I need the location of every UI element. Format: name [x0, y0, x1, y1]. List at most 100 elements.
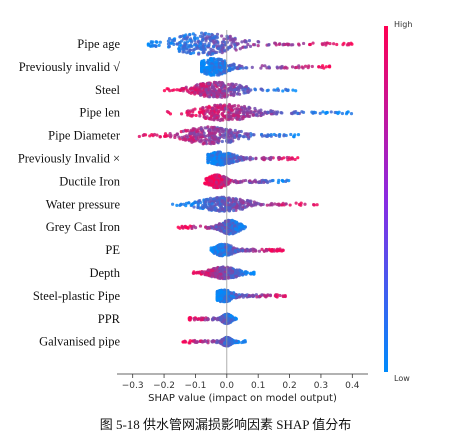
shap-point: [340, 111, 345, 116]
shap-point: [230, 218, 234, 222]
colorbar: High Low: [384, 20, 412, 383]
x-tick-label: 0.4: [345, 381, 360, 391]
shap-point: [256, 39, 260, 44]
shap-point: [219, 107, 223, 111]
feature-points: [187, 312, 238, 326]
shap-point: [197, 270, 201, 275]
shap-point: [222, 89, 227, 93]
shap-point: [301, 66, 305, 70]
shap-point: [225, 36, 229, 40]
shap-point: [218, 118, 222, 123]
shap-point: [234, 206, 238, 210]
shap-point: [228, 135, 232, 139]
shap-point: [215, 297, 219, 301]
shap-point: [238, 156, 243, 160]
shap-point: [200, 39, 204, 43]
shap-point: [192, 205, 196, 209]
shap-point: [223, 106, 227, 111]
shap-point: [208, 95, 212, 99]
shap-point: [281, 294, 285, 298]
shap-point: [226, 275, 231, 279]
shap-point: [202, 109, 206, 114]
shap-point: [229, 271, 233, 275]
shap-point: [202, 204, 206, 208]
shap-point: [210, 249, 215, 254]
shap-point: [213, 65, 217, 69]
shap-point: [222, 37, 226, 41]
shap-point: [238, 64, 242, 68]
shap-point: [193, 37, 197, 41]
feature-label: Previously Invalid ×: [18, 152, 120, 166]
shap-point: [249, 271, 253, 275]
shap-point: [220, 185, 224, 189]
shap-point: [294, 89, 298, 93]
shap-point: [205, 109, 210, 114]
shap-point: [175, 88, 179, 92]
shap-point: [293, 111, 297, 115]
shap-point: [193, 91, 197, 95]
shap-point: [246, 114, 250, 118]
shap-point: [178, 35, 182, 39]
shap-point: [219, 128, 223, 132]
shap-point: [198, 107, 203, 111]
shap-point: [289, 132, 293, 137]
shap-point: [223, 276, 227, 280]
shap-point: [213, 131, 217, 135]
shap-point: [202, 115, 206, 119]
shap-point: [251, 113, 255, 117]
shap-point: [212, 135, 217, 139]
shap-point: [212, 118, 216, 122]
shap-point: [197, 317, 201, 321]
shap-point: [201, 316, 205, 320]
shap-point: [185, 88, 189, 92]
shap-point: [209, 137, 213, 141]
shap-point: [173, 135, 177, 140]
shap-point: [332, 42, 336, 46]
shap-point: [237, 133, 242, 137]
shap-point: [195, 36, 200, 40]
shap-point: [217, 92, 221, 96]
shap-point: [294, 65, 299, 69]
shap-point: [202, 141, 206, 145]
shap-point: [229, 139, 233, 143]
shap-point: [217, 80, 222, 84]
shap-point: [244, 66, 248, 70]
shap-point: [236, 222, 241, 226]
shap-point: [214, 225, 218, 229]
shap-point: [181, 47, 185, 51]
shap-point: [210, 246, 214, 251]
shap-point: [220, 226, 224, 230]
shap-point: [278, 293, 282, 298]
shap-point: [272, 88, 276, 92]
shap-point: [184, 134, 189, 138]
x-axis-label: SHAP value (impact on model output): [148, 393, 337, 404]
shap-point: [322, 66, 326, 70]
shap-point: [227, 103, 231, 107]
shap-point: [277, 42, 281, 47]
shap-point: [216, 47, 220, 51]
shap-point: [253, 106, 257, 111]
shap-point: [226, 87, 231, 91]
shap-point: [219, 272, 223, 276]
shap-point: [166, 39, 171, 43]
shap-point: [245, 198, 250, 203]
shap-point: [211, 45, 216, 49]
shap-point: [166, 42, 171, 46]
shap-point: [213, 113, 217, 117]
shap-point: [215, 70, 219, 74]
shap-point: [188, 87, 192, 91]
shap-point: [237, 88, 241, 93]
shap-point: [206, 70, 210, 74]
shap-point: [291, 88, 295, 92]
shap-point: [229, 198, 233, 202]
shap-point: [190, 202, 194, 206]
shap-point: [185, 51, 189, 55]
shap-point: [263, 64, 267, 68]
shap-point: [223, 158, 227, 162]
shap-point: [221, 46, 225, 50]
shap-point: [249, 111, 253, 115]
shap-point: [259, 111, 264, 115]
shap-point: [220, 265, 224, 270]
shap-point: [256, 44, 260, 48]
feature-points: [191, 265, 256, 281]
